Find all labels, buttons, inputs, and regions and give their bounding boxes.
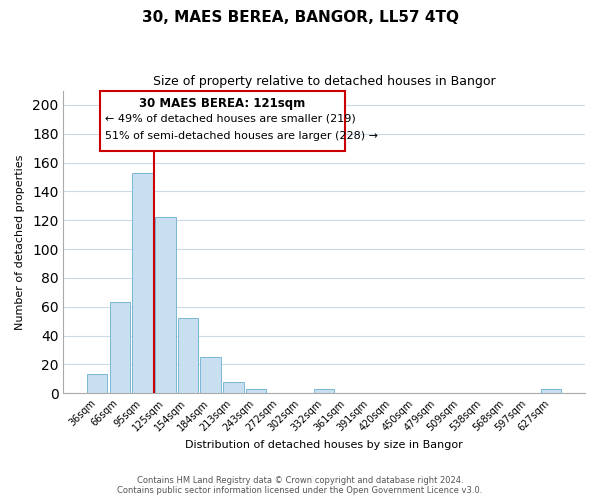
Title: Size of property relative to detached houses in Bangor: Size of property relative to detached ho…	[153, 75, 496, 88]
Y-axis label: Number of detached properties: Number of detached properties	[15, 154, 25, 330]
Text: 30, MAES BEREA, BANGOR, LL57 4TQ: 30, MAES BEREA, BANGOR, LL57 4TQ	[142, 10, 458, 25]
Bar	[223, 382, 244, 393]
Bar	[133, 172, 153, 393]
FancyBboxPatch shape	[100, 90, 345, 151]
Bar	[110, 302, 130, 393]
Bar	[246, 389, 266, 393]
Text: Contains HM Land Registry data © Crown copyright and database right 2024.
Contai: Contains HM Land Registry data © Crown c…	[118, 476, 482, 495]
Bar	[314, 389, 334, 393]
Bar	[155, 218, 176, 393]
Bar	[200, 357, 221, 393]
Bar	[541, 389, 561, 393]
Text: 30 MAES BEREA: 121sqm: 30 MAES BEREA: 121sqm	[139, 96, 305, 110]
Text: ← 49% of detached houses are smaller (219): ← 49% of detached houses are smaller (21…	[105, 114, 356, 124]
Bar	[178, 318, 198, 393]
Text: 51% of semi-detached houses are larger (228) →: 51% of semi-detached houses are larger (…	[105, 132, 378, 141]
X-axis label: Distribution of detached houses by size in Bangor: Distribution of detached houses by size …	[185, 440, 463, 450]
Bar	[87, 374, 107, 393]
